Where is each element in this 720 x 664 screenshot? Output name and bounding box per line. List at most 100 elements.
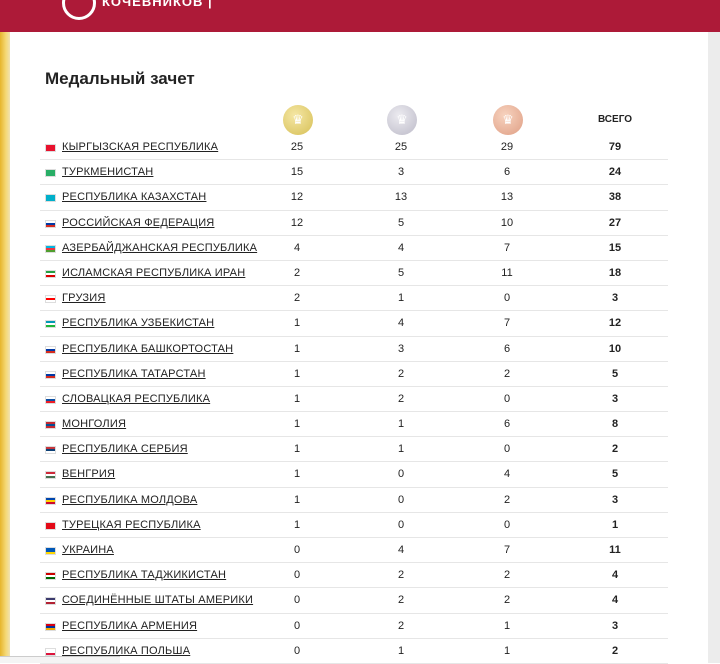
table-row: МОНГОЛИЯ 1 1 6 8 (40, 412, 668, 438)
bronze-count: 0 (503, 518, 511, 531)
country-link[interactable]: ВЕНГРИЯ (62, 468, 116, 481)
table-row: СЛОВАЦКАЯ РЕСПУБЛИКА 1 2 0 3 (40, 387, 668, 413)
table-row: РЕСПУБЛИКА УЗБЕКИСТАН 1 4 7 12 (40, 311, 668, 337)
silver-medal-icon: ♛ (387, 105, 417, 135)
bronze-count: 0 (503, 292, 511, 305)
country-link[interactable]: РЕСПУБЛИКА КАЗАХСТАН (62, 191, 207, 204)
flag-icon (45, 295, 56, 304)
country-link[interactable]: РЕСПУБЛИКА СЕРБИЯ (62, 443, 188, 456)
total-count: 3 (611, 392, 619, 405)
logo-icon[interactable] (62, 0, 96, 20)
bronze-count: 6 (503, 166, 511, 179)
country-link[interactable]: РЕСПУБЛИКА ПОЛЬША (62, 644, 191, 657)
country-link[interactable]: СЛОВАЦКАЯ РЕСПУБЛИКА (62, 392, 211, 405)
table-row: РЕСПУБЛИКА АРМЕНИЯ 0 2 1 3 (40, 614, 668, 639)
bronze-count: 7 (503, 241, 511, 254)
decorative-border-left (0, 32, 10, 663)
gold-count: 25 (290, 141, 304, 153)
table-row: КЫРГЫЗСКАЯ РЕСПУБЛИКА 25 25 29 79 (40, 135, 668, 161)
country-link[interactable]: РЕСПУБЛИКА ТАТАРСТАН (62, 367, 206, 380)
silver-count: 4 (397, 317, 405, 330)
flag-icon (45, 521, 56, 530)
country-link[interactable]: РОССИЙСКАЯ ФЕДЕРАЦИЯ (62, 216, 215, 229)
silver-count: 1 (397, 418, 405, 431)
country-link[interactable]: УКРАИНА (62, 544, 114, 556)
country-link[interactable]: ТУРКМЕНИСТАН (62, 166, 154, 179)
total-count: 18 (608, 266, 622, 279)
country-link[interactable]: МОНГОЛИЯ (62, 418, 127, 431)
gold-count: 12 (290, 191, 304, 204)
country-link[interactable]: РЕСПУБЛИКА АРМЕНИЯ (62, 619, 198, 632)
bronze-medal-icon: ♛ (493, 105, 523, 135)
bronze-count: 2 (503, 594, 511, 607)
bronze-count: 0 (503, 443, 511, 456)
table-row: СОЕДИНЁННЫЕ ШТАТЫ АМЕРИКИ 0 2 2 4 (40, 588, 668, 614)
bronze-count: 13 (500, 191, 514, 204)
table-row: ВЕНГРИЯ 1 0 4 5 (40, 462, 668, 488)
gold-count: 1 (293, 518, 301, 531)
total-count: 2 (611, 443, 619, 456)
flag-icon (45, 194, 56, 203)
country-link[interactable]: ТУРЕЦКАЯ РЕСПУБЛИКА (62, 518, 201, 531)
total-column-header: ВСЕГО (597, 114, 633, 125)
total-count: 1 (611, 518, 619, 531)
table-row: ГРУЗИЯ 2 1 0 3 (40, 286, 668, 312)
silver-count: 3 (397, 166, 405, 179)
silver-count: 2 (397, 594, 405, 607)
table-row: ТУРЕЦКАЯ РЕСПУБЛИКА 1 0 0 1 (40, 513, 668, 538)
bronze-count: 2 (503, 493, 511, 506)
gold-count: 1 (293, 418, 301, 431)
gold-count: 0 (293, 594, 301, 607)
scrollbar-track[interactable] (708, 32, 720, 663)
medal-standings-panel: Медальный зачет ♛ ♛ ♛ ВСЕГО КЫРГЫЗСКАЯ Р… (10, 32, 708, 664)
flag-icon (45, 622, 56, 631)
flag-icon (45, 144, 56, 152)
silver-count: 5 (397, 266, 405, 279)
table-row: РОССИЙСКАЯ ФЕДЕРАЦИЯ 12 5 10 27 (40, 211, 668, 236)
silver-count: 25 (394, 141, 408, 153)
silver-count: 2 (397, 619, 405, 632)
table-row: РЕСПУБЛИКА КАЗАХСТАН 12 13 13 38 (40, 185, 668, 211)
silver-count: 2 (397, 367, 405, 380)
country-link[interactable]: АЗЕРБАЙДЖАНСКАЯ РЕСПУБЛИКА (62, 241, 258, 254)
bronze-count: 0 (503, 392, 511, 405)
gold-count: 1 (293, 493, 301, 506)
site-header: КОЧЕВНИКОВ | (0, 0, 720, 32)
silver-count: 0 (397, 493, 405, 506)
country-link[interactable]: РЕСПУБЛИКА БАШКОРТОСТАН (62, 342, 234, 355)
country-link[interactable]: КЫРГЫЗСКАЯ РЕСПУБЛИКА (62, 141, 219, 153)
flag-icon (45, 471, 56, 480)
table-row: РЕСПУБЛИКА ТАДЖИКИСТАН 0 2 2 4 (40, 563, 668, 589)
silver-count: 0 (397, 468, 405, 481)
total-count: 10 (608, 342, 622, 355)
country-link[interactable]: ГРУЗИЯ (62, 292, 106, 305)
flag-icon (45, 572, 56, 581)
total-count: 11 (609, 544, 621, 556)
gold-count: 1 (293, 317, 301, 330)
country-link[interactable]: РЕСПУБЛИКА ТАДЖИКИСТАН (62, 569, 227, 582)
gold-count: 2 (293, 266, 301, 279)
table-row: АЗЕРБАЙДЖАНСКАЯ РЕСПУБЛИКА 4 4 7 15 (40, 236, 668, 261)
silver-count: 0 (397, 518, 405, 531)
bronze-count: 10 (500, 216, 514, 229)
medal-table: КЫРГЫЗСКАЯ РЕСПУБЛИКА 25 25 29 79 ТУРКМЕНИСТА… (40, 135, 668, 664)
total-count: 5 (611, 367, 619, 380)
flag-icon (45, 446, 56, 455)
country-link[interactable]: СОЕДИНЁННЫЕ ШТАТЫ АМЕРИКИ (62, 594, 254, 607)
total-count: 5 (611, 468, 619, 481)
gold-count: 1 (293, 443, 301, 456)
country-link[interactable]: РЕСПУБЛИКА МОЛДОВА (62, 493, 198, 506)
status-bar (0, 656, 120, 663)
total-count: 4 (611, 594, 619, 607)
bronze-count: 2 (503, 367, 511, 380)
total-count: 3 (611, 619, 619, 632)
flag-icon (45, 244, 56, 253)
flag-icon (45, 395, 56, 404)
logo-text[interactable]: КОЧЕВНИКОВ | (102, 0, 213, 9)
country-link[interactable]: РЕСПУБЛИКА УЗБЕКИСТАН (62, 317, 215, 330)
country-link[interactable]: ИСЛАМСКАЯ РЕСПУБЛИКА ИРАН (62, 266, 246, 279)
flag-icon (45, 496, 56, 505)
total-count: 79 (608, 141, 622, 153)
gold-medal-icon: ♛ (283, 105, 313, 135)
silver-count: 4 (397, 544, 405, 556)
